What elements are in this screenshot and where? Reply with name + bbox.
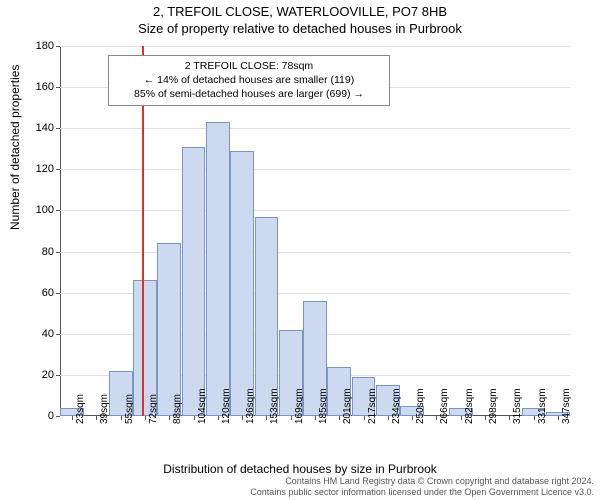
x-tick-label: 331sqm (537, 388, 548, 424)
x-tick (194, 416, 195, 420)
histogram-bar (230, 151, 254, 416)
address-title: 2, TREFOIL CLOSE, WATERLOOVILLE, PO7 8HB (0, 0, 600, 19)
annotation-line3: 85% of semi-detached houses are larger (… (115, 87, 383, 101)
x-tick-label: 298sqm (488, 388, 499, 424)
y-tick (56, 46, 60, 47)
x-tick-label: 315sqm (512, 388, 523, 424)
y-tick-label: 20 (24, 369, 54, 381)
x-tick-label: 23sqm (75, 394, 86, 424)
histogram-bar (157, 243, 181, 416)
grid-line (60, 210, 570, 211)
footer-line2: Contains public sector information licen… (250, 487, 594, 498)
x-tick (534, 416, 535, 420)
y-tick-label: 140 (24, 122, 54, 134)
grid-line (60, 128, 570, 129)
chart-subtitle: Size of property relative to detached ho… (0, 19, 600, 36)
y-tick (56, 87, 60, 88)
x-tick (218, 416, 219, 420)
x-tick-label: 347sqm (561, 388, 572, 424)
histogram-bar (255, 217, 279, 416)
y-tick-label: 160 (24, 81, 54, 93)
y-tick-label: 40 (24, 328, 54, 340)
histogram-bar (206, 122, 230, 416)
y-tick (56, 128, 60, 129)
grid-line (60, 169, 570, 170)
x-tick (461, 416, 462, 420)
x-tick (436, 416, 437, 420)
x-tick-label: 266sqm (439, 388, 450, 424)
x-axis-title: Distribution of detached houses by size … (0, 462, 600, 476)
annotation-box: 2 TREFOIL CLOSE: 78sqm ← 14% of detached… (108, 55, 390, 106)
footer-attribution: Contains HM Land Registry data © Crown c… (250, 476, 594, 498)
x-tick (96, 416, 97, 420)
y-tick-label: 60 (24, 287, 54, 299)
x-tick (364, 416, 365, 420)
x-tick (145, 416, 146, 420)
y-axis-title: Number of detached properties (8, 65, 22, 230)
y-tick (56, 252, 60, 253)
y-tick-label: 0 (24, 410, 54, 422)
x-tick (169, 416, 170, 420)
x-tick (266, 416, 267, 420)
y-tick-label: 120 (24, 163, 54, 175)
x-tick (339, 416, 340, 420)
x-tick-label: 282sqm (464, 388, 475, 424)
grid-line (60, 252, 570, 253)
chart-container: 2, TREFOIL CLOSE, WATERLOOVILLE, PO7 8HB… (0, 0, 600, 500)
grid-line (60, 46, 570, 47)
y-tick (56, 375, 60, 376)
y-tick (56, 169, 60, 170)
y-tick (56, 416, 60, 417)
x-tick (242, 416, 243, 420)
y-tick-label: 80 (24, 246, 54, 258)
annotation-line2: ← 14% of detached houses are smaller (11… (115, 73, 383, 87)
x-tick (315, 416, 316, 420)
y-tick-label: 100 (24, 204, 54, 216)
annotation-line1: 2 TREFOIL CLOSE: 78sqm (115, 59, 383, 73)
y-tick (56, 293, 60, 294)
x-tick (291, 416, 292, 420)
y-tick (56, 334, 60, 335)
x-tick (72, 416, 73, 420)
x-tick (388, 416, 389, 420)
x-tick (121, 416, 122, 420)
x-tick (558, 416, 559, 420)
histogram-bar (182, 147, 206, 416)
y-tick (56, 210, 60, 211)
x-tick (412, 416, 413, 420)
x-tick-label: 250sqm (415, 388, 426, 424)
footer-line1: Contains HM Land Registry data © Crown c… (250, 476, 594, 487)
y-tick-label: 180 (24, 40, 54, 52)
x-tick (485, 416, 486, 420)
y-axis-line (60, 46, 61, 416)
x-tick (509, 416, 510, 420)
